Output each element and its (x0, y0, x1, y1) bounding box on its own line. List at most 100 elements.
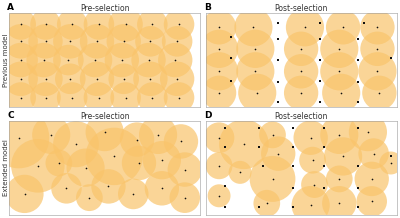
Ellipse shape (6, 82, 36, 113)
Ellipse shape (105, 43, 139, 77)
Ellipse shape (6, 175, 44, 213)
Text: C: C (7, 111, 14, 120)
Ellipse shape (284, 76, 318, 110)
Ellipse shape (202, 76, 236, 110)
Ellipse shape (200, 30, 238, 68)
Ellipse shape (292, 186, 330, 218)
Ellipse shape (57, 9, 88, 40)
Ellipse shape (360, 10, 395, 44)
Ellipse shape (80, 24, 114, 59)
Ellipse shape (4, 43, 38, 77)
Ellipse shape (320, 116, 358, 154)
Ellipse shape (55, 63, 86, 94)
Ellipse shape (259, 121, 286, 148)
Ellipse shape (30, 82, 61, 113)
Ellipse shape (358, 52, 396, 90)
Ellipse shape (358, 138, 389, 169)
Ellipse shape (360, 32, 395, 66)
Ellipse shape (118, 179, 148, 209)
Ellipse shape (219, 119, 269, 169)
Ellipse shape (108, 63, 139, 94)
Ellipse shape (26, 43, 61, 77)
Ellipse shape (53, 121, 99, 167)
Ellipse shape (202, 10, 236, 44)
Ellipse shape (301, 171, 328, 198)
Ellipse shape (164, 82, 194, 113)
Ellipse shape (84, 9, 114, 40)
Ellipse shape (53, 45, 84, 75)
Ellipse shape (120, 122, 154, 157)
Ellipse shape (122, 146, 156, 180)
Text: B: B (204, 3, 211, 12)
Ellipse shape (66, 148, 105, 187)
Ellipse shape (28, 61, 63, 96)
Title: Post-selection: Post-selection (274, 112, 328, 121)
Ellipse shape (46, 150, 72, 176)
Ellipse shape (160, 61, 194, 96)
Ellipse shape (143, 141, 181, 179)
Ellipse shape (250, 156, 296, 202)
Ellipse shape (238, 74, 276, 112)
Ellipse shape (236, 52, 274, 90)
Ellipse shape (356, 186, 387, 217)
Ellipse shape (137, 82, 168, 113)
Ellipse shape (78, 43, 112, 77)
Ellipse shape (137, 9, 168, 40)
Ellipse shape (362, 76, 396, 110)
Ellipse shape (11, 139, 64, 193)
Y-axis label: Extended model: Extended model (4, 139, 10, 196)
Ellipse shape (106, 24, 141, 59)
Ellipse shape (168, 152, 202, 187)
Title: Pre-selection: Pre-selection (80, 112, 129, 121)
Ellipse shape (86, 128, 143, 185)
Title: Post-selection: Post-selection (274, 4, 328, 13)
Ellipse shape (139, 116, 177, 154)
Ellipse shape (86, 113, 124, 151)
Ellipse shape (379, 152, 400, 174)
Ellipse shape (6, 9, 36, 40)
Ellipse shape (286, 8, 324, 46)
Ellipse shape (322, 74, 360, 112)
Ellipse shape (28, 24, 63, 59)
Ellipse shape (326, 10, 360, 44)
Ellipse shape (208, 184, 230, 207)
Ellipse shape (131, 43, 166, 77)
Ellipse shape (80, 61, 114, 96)
Ellipse shape (32, 116, 70, 154)
Ellipse shape (261, 136, 296, 171)
Ellipse shape (84, 82, 114, 113)
Ellipse shape (326, 165, 353, 192)
Ellipse shape (145, 171, 179, 206)
Text: D: D (204, 111, 211, 120)
Ellipse shape (57, 82, 88, 113)
Ellipse shape (354, 162, 389, 196)
Ellipse shape (110, 82, 141, 113)
Ellipse shape (254, 190, 280, 217)
Ellipse shape (204, 122, 234, 153)
Ellipse shape (234, 8, 272, 46)
Ellipse shape (162, 26, 192, 57)
Ellipse shape (236, 30, 274, 68)
Ellipse shape (170, 182, 200, 213)
Ellipse shape (299, 147, 326, 174)
Ellipse shape (0, 107, 49, 168)
Ellipse shape (4, 61, 38, 96)
Ellipse shape (324, 137, 362, 175)
Ellipse shape (53, 24, 88, 59)
Ellipse shape (294, 121, 328, 155)
Ellipse shape (320, 30, 358, 68)
Ellipse shape (322, 186, 356, 218)
Ellipse shape (91, 169, 126, 204)
Ellipse shape (135, 26, 166, 57)
Ellipse shape (164, 124, 198, 159)
Ellipse shape (320, 52, 358, 90)
Ellipse shape (284, 54, 318, 89)
Ellipse shape (200, 52, 238, 90)
Ellipse shape (51, 173, 82, 204)
Text: A: A (7, 3, 14, 12)
Y-axis label: Previous model: Previous model (4, 33, 10, 87)
Ellipse shape (349, 113, 387, 151)
Ellipse shape (284, 32, 318, 66)
Ellipse shape (206, 152, 232, 179)
Ellipse shape (158, 43, 192, 77)
